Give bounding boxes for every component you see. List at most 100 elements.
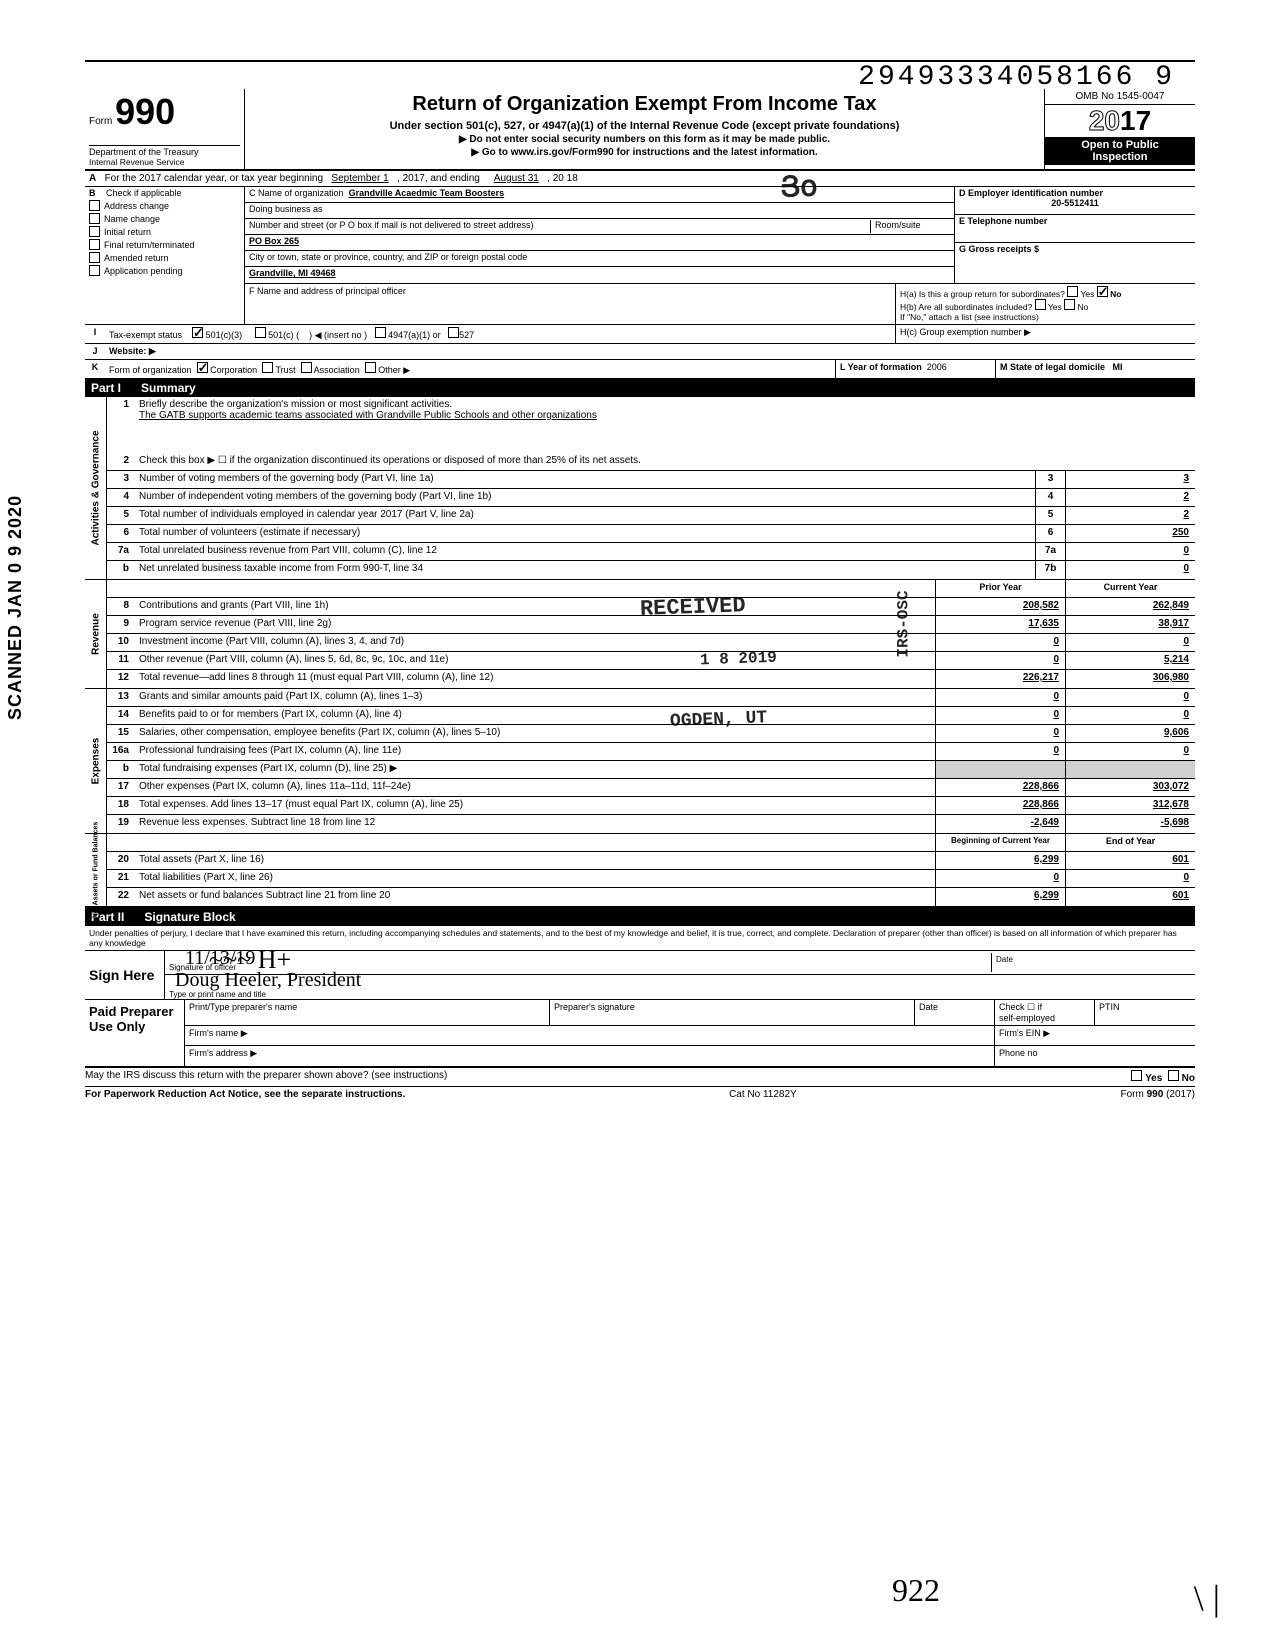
c-name-label: C Name of organization xyxy=(249,188,344,198)
chk-final-return[interactable]: Final return/terminated xyxy=(85,238,244,251)
line-7b-val: 0 xyxy=(1065,561,1195,579)
form-header: Form 990 Department of the Treasury Inte… xyxy=(85,89,1195,171)
row-j: J Website: ▶ xyxy=(85,344,1195,360)
chk-527[interactable] xyxy=(448,327,459,338)
form-990-page: 29493334058166 9 Form 990 Department of … xyxy=(85,60,1195,1102)
year-bold: 17 xyxy=(1120,105,1151,136)
line-17: Other expenses (Part IX, column (A), lin… xyxy=(135,779,935,796)
ptin-label: PTIN xyxy=(1095,1000,1195,1025)
website-label: Website: ▶ xyxy=(109,346,156,356)
self-employed-chk[interactable]: Check ☐ if xyxy=(999,1002,1042,1012)
mission-description: The GATB supports academic teams associa… xyxy=(139,410,597,421)
bottom-corner-mark: \ | xyxy=(1194,1577,1220,1619)
f-officer-label: F Name and address of principal officer xyxy=(245,284,895,324)
open-line1: Open to Public xyxy=(1047,139,1193,151)
year-formation: 2006 xyxy=(927,362,947,372)
line-9: Program service revenue (Part VIII, line… xyxy=(135,616,935,633)
side-label-net: Net Assets or Fund Balances xyxy=(92,822,99,919)
line-7a-val: 0 xyxy=(1065,543,1195,560)
form-prefix: Form xyxy=(89,116,112,127)
line-16a: Professional fundraising fees (Part IX, … xyxy=(135,743,935,760)
row-i: I Tax-exempt status 501(c)(3) 501(c) ( )… xyxy=(85,325,1195,344)
ha-label: H(a) Is this a group return for subordin… xyxy=(900,289,1065,299)
row-k: K Form of organization Corporation Trust… xyxy=(85,360,1195,379)
state-domicile-label: M State of legal domicile xyxy=(1000,362,1105,372)
city-value: Grandville, MI 49468 xyxy=(249,268,336,278)
discuss-no[interactable] xyxy=(1168,1070,1179,1081)
ha-no[interactable] xyxy=(1097,286,1108,297)
footer-paperwork: For Paperwork Reduction Act Notice, see … xyxy=(85,1089,405,1100)
preparer-name-label: Print/Type preparer's name xyxy=(185,1000,550,1025)
firm-name-label: Firm's name ▶ xyxy=(185,1026,995,1045)
line-21: Total liabilities (Part X, line 26) xyxy=(135,870,935,887)
line-13: Grants and similar amounts paid (Part IX… xyxy=(135,689,935,706)
hc-label: H(c) Group exemption number ▶ xyxy=(895,325,1195,343)
line-1-text: Briefly describe the organization's miss… xyxy=(139,399,452,410)
state-domicile: MI xyxy=(1113,362,1123,372)
addr-label: Number and street (or P O box if mail is… xyxy=(249,220,870,233)
hb-note: If "No," attach a list (see instructions… xyxy=(900,312,1191,322)
col-d-e-g: D Employer identification number20-55124… xyxy=(955,187,1195,283)
city-label: City or town, state or province, country… xyxy=(245,251,954,267)
hdr-current-year: Current Year xyxy=(1065,580,1195,597)
scanned-stamp: SCANNED JAN 0 9 2020 xyxy=(5,495,26,720)
hb-no[interactable] xyxy=(1064,299,1075,310)
col-b-heading: Check if applicable xyxy=(106,188,182,198)
section-governance: Activities & Governance 1 Briefly descri… xyxy=(85,397,1195,580)
chk-trust[interactable] xyxy=(262,362,273,373)
form-number: 990 xyxy=(115,91,175,132)
bottom-handwritten-number: 922 xyxy=(892,1572,940,1609)
chk-501c[interactable] xyxy=(255,327,266,338)
line-5-text: Total number of individuals employed in … xyxy=(135,507,1035,524)
chk-501c3[interactable] xyxy=(192,327,203,338)
line-18: Total expenses. Add lines 13–17 (must eq… xyxy=(135,797,935,814)
sign-here-label: Sign Here xyxy=(85,951,165,999)
part-2-header: Part II Signature Block xyxy=(85,908,1195,926)
ein-value: 20-5512411 xyxy=(959,198,1191,208)
form-subtitle: Under section 501(c), 527, or 4947(a)(1)… xyxy=(251,120,1038,132)
line-10: Investment income (Part VIII, column (A)… xyxy=(135,634,935,651)
line-6-val: 250 xyxy=(1065,525,1195,542)
chk-address-change[interactable]: Address change xyxy=(85,199,244,212)
line-4-text: Number of independent voting members of … xyxy=(135,489,1035,506)
footer-form: Form 990 (2017) xyxy=(1121,1089,1195,1100)
omb-number: OMB No 1545-0047 xyxy=(1045,89,1195,105)
page-footer: For Paperwork Reduction Act Notice, see … xyxy=(85,1087,1195,1102)
gross-receipts-label: G Gross receipts $ xyxy=(959,244,1039,254)
section-revenue: Revenue Prior YearCurrent Year 8Contribu… xyxy=(85,580,1195,689)
line-12: Total revenue—add lines 8 through 11 (mu… xyxy=(135,670,935,688)
ein-label: D Employer identification number xyxy=(959,188,1103,198)
chk-other[interactable] xyxy=(365,362,376,373)
form-note-1: ▶ Do not enter social security numbers o… xyxy=(251,134,1038,145)
chk-initial-return[interactable]: Initial return xyxy=(85,225,244,238)
row-a-begin: September 1 xyxy=(331,173,388,184)
line-4-val: 2 xyxy=(1065,489,1195,506)
chk-association[interactable] xyxy=(301,362,312,373)
hb-yes[interactable] xyxy=(1035,299,1046,310)
dept-irs: Internal Revenue Service xyxy=(89,157,240,167)
discuss-row: May the IRS discuss this return with the… xyxy=(85,1068,1195,1087)
discuss-yes[interactable] xyxy=(1131,1070,1142,1081)
firm-phone-label: Phone no xyxy=(995,1046,1195,1066)
row-a-yr: , 20 18 xyxy=(547,173,578,184)
chk-4947[interactable] xyxy=(375,327,386,338)
section-net-assets: Net Assets or Fund Balances Beginning of… xyxy=(85,834,1195,908)
side-label-governance: Activities & Governance xyxy=(90,430,101,545)
form-title: Return of Organization Exempt From Incom… xyxy=(251,93,1038,116)
hb-label: H(b) Are all subordinates included? xyxy=(900,302,1032,312)
preparer-sig-label: Preparer's signature xyxy=(550,1000,915,1025)
ha-yes[interactable] xyxy=(1067,286,1078,297)
dba-label: Doing business as xyxy=(245,203,954,219)
chk-application-pending[interactable]: Application pending xyxy=(85,264,244,277)
line-7a-text: Total unrelated business revenue from Pa… xyxy=(135,543,1035,560)
chk-corporation[interactable] xyxy=(197,362,208,373)
side-label-expenses: Expenses xyxy=(90,738,101,785)
open-to-public: Open to Public Inspection xyxy=(1045,137,1195,165)
phone-label: E Telephone number xyxy=(959,216,1047,226)
chk-name-change[interactable]: Name change xyxy=(85,212,244,225)
dept-treasury: Department of the Treasury xyxy=(89,145,240,157)
line-3-text: Number of voting members of the governin… xyxy=(135,471,1035,488)
footer-cat: Cat No 11282Y xyxy=(729,1089,797,1100)
part-1-header: Part I Summary xyxy=(85,379,1195,397)
chk-amended-return[interactable]: Amended return xyxy=(85,251,244,264)
